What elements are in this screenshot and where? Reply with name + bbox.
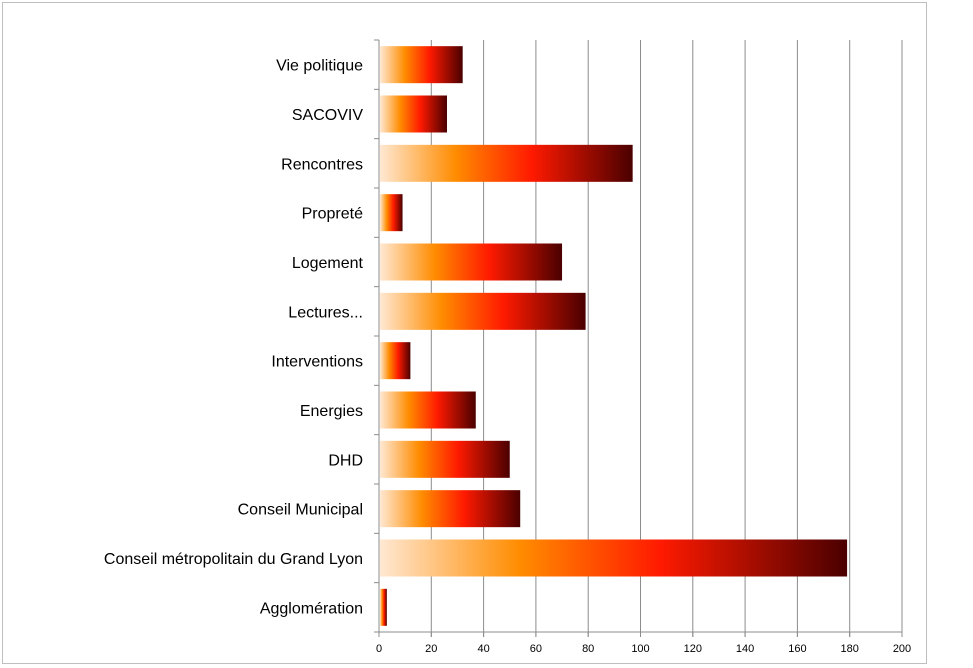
x-tick-label-60: 60 <box>530 643 542 655</box>
x-tick-label-140: 140 <box>736 643 754 655</box>
bars <box>380 46 848 626</box>
category-label: Interventions <box>271 354 363 371</box>
axes <box>374 39 903 637</box>
x-tick-label-0: 0 <box>376 643 382 655</box>
x-tick-label-180: 180 <box>841 643 859 655</box>
x-tick-label-40: 40 <box>477 643 489 655</box>
category-label: Logement <box>292 255 364 272</box>
bar-conseil-municipal <box>380 490 521 528</box>
gridlines <box>430 40 903 637</box>
category-label: Conseil métropolitain du Grand Lyon <box>104 551 363 568</box>
x-tick-label-160: 160 <box>788 643 806 655</box>
bar-energies <box>380 391 476 429</box>
bar-vie-politique <box>380 46 463 84</box>
bar-conseil-m-tropolitain-du-grand-lyon <box>380 539 848 577</box>
bar-agglom-ration <box>380 588 387 626</box>
category-label: Energies <box>300 403 363 420</box>
bar-lectures <box>380 292 586 330</box>
bar-interventions <box>380 342 411 380</box>
bar-propret <box>380 194 403 232</box>
category-label: Vie politique <box>276 58 363 75</box>
labels: 0 20 40 60 80 100 120 140 160 180 200 Vie politique… <box>104 58 911 655</box>
category-label: Propreté <box>302 206 363 223</box>
category-label: Conseil Municipal <box>238 502 363 519</box>
x-tick-label-80: 80 <box>582 643 594 655</box>
category-label: DHD <box>328 452 363 469</box>
x-tick-label-100: 100 <box>631 643 649 655</box>
x-tick-label-120: 120 <box>684 643 702 655</box>
bar-logement <box>380 243 563 281</box>
x-tick-label-200: 200 <box>893 643 911 655</box>
bar-rencontres <box>380 144 633 182</box>
category-label: SACOVIV <box>292 107 363 124</box>
x-tick-label-20: 20 <box>425 643 437 655</box>
bar-dhd <box>380 440 510 478</box>
category-label: Lectures... <box>288 304 363 321</box>
category-label: Rencontres <box>281 156 363 173</box>
category-label: Agglomération <box>260 600 363 617</box>
bar-sacoviv <box>380 95 447 133</box>
